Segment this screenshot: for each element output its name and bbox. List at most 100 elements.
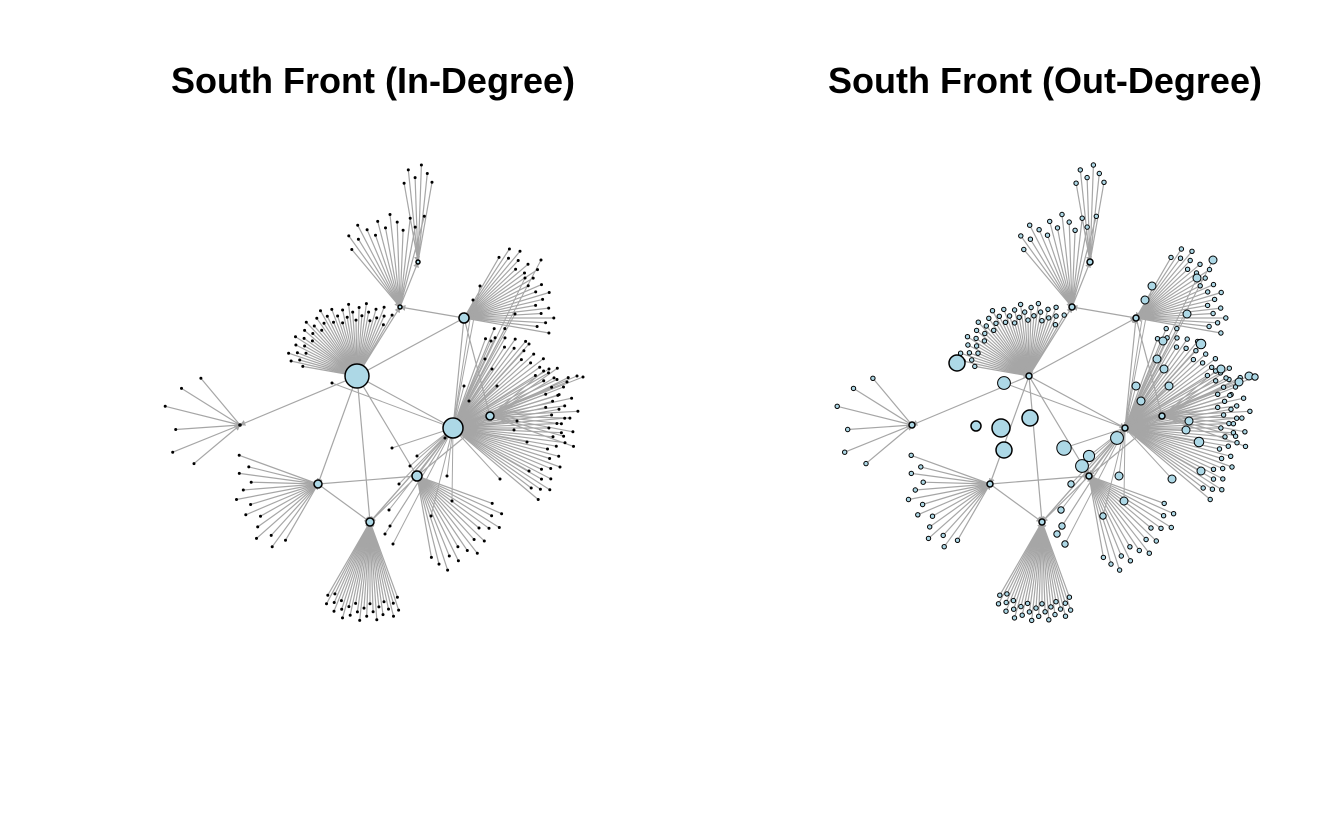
network-edge [1029,224,1073,308]
network-node [1099,512,1107,520]
network-leaf-node [1225,443,1232,449]
network-edge [181,387,241,426]
network-leaf-node [1174,335,1180,341]
network-edge [463,268,517,319]
network-leaf-node [365,228,369,232]
network-leaf-node [842,449,848,455]
network-leaf-node [1033,605,1039,611]
network-leaf-node [311,332,315,335]
in-degree-network-panel: South Front (In-Degree) [163,60,585,622]
network-edge [1135,284,1214,319]
network-leaf-node [354,601,358,605]
network-leaf-node [551,435,555,439]
network-edge [417,182,433,263]
network-edge [1124,299,1146,429]
network-edge [317,473,418,485]
network-leaf-node [919,501,926,508]
network-edge [366,229,401,308]
network-node [1067,480,1075,488]
network-edge [452,368,550,429]
network-edge [1161,397,1244,417]
network-node [1251,373,1259,381]
network-leaf-node [341,321,345,325]
network-edge [452,368,493,429]
network-leaf-node [1239,415,1245,421]
network-edge [1135,260,1191,319]
network-hub-node [415,259,421,265]
network-leaf-node [1220,384,1227,390]
network-leaf-node [419,163,423,167]
network-leaf-node [1220,476,1226,482]
network-leaf-node [1146,550,1153,556]
network-leaf-node [1011,606,1017,612]
network-edge [1071,216,1097,308]
network-leaf-node [1234,440,1240,446]
network-leaf-node [552,316,556,320]
network-leaf-node [446,568,450,572]
network-leaf-node [1093,213,1100,220]
network-node [1158,336,1168,346]
network-edge [1124,427,1211,500]
network-leaf-node [304,351,308,355]
network-edge [463,312,542,319]
network-leaf-node [559,431,563,435]
network-leaf-node [995,601,1002,607]
network-node [547,367,551,371]
network-leaf-node [456,545,460,549]
network-edge [1124,285,1153,429]
network-node [1234,377,1244,387]
network-leaf-node [1029,617,1035,624]
network-leaf-node [484,337,487,341]
network-edge [1124,347,1187,429]
network-leaf-node [319,309,322,313]
network-leaf-node [908,452,914,458]
network-node [1192,273,1202,283]
network-leaf-node [1226,365,1233,371]
network-edge [271,483,319,548]
network-leaf-node [1052,322,1059,328]
network-leaf-node [180,386,183,390]
network-leaf-node [1047,218,1053,225]
network-edge [414,177,419,263]
network-edge [1135,304,1208,319]
network-edge [452,427,561,468]
network-hub-node [442,417,464,439]
network-edge [416,475,468,551]
network-edge [452,427,532,489]
network-leaf-node [1042,609,1048,615]
network-leaf-node [1148,525,1154,531]
network-edge [1135,307,1221,319]
network-edge [452,362,531,429]
network-leaf-node [341,308,345,312]
network-leaf-node [1096,170,1103,177]
network-leaf-node [1052,611,1058,618]
network-leaf-node [367,310,371,314]
network-edge [1135,317,1164,417]
network-leaf-node [973,327,980,334]
network-edge [1088,475,1157,542]
network-leaf-node [1010,597,1017,604]
network-leaf-node [912,487,918,493]
network-edge [463,307,549,319]
network-leaf-node [507,247,511,251]
network-leaf-node [376,219,380,223]
network-edge [1124,375,1250,429]
network-leaf-node [235,498,238,501]
network-edge [452,427,551,491]
network-leaf-node [1036,613,1042,619]
network-leaf-node [347,234,351,238]
network-leaf-node [536,498,540,501]
network-leaf-node [533,374,537,377]
network-leaf-node [526,284,530,288]
network-edge [463,291,550,319]
network-edge [1089,164,1094,263]
network-hub-node [397,304,403,310]
network-node [1167,474,1177,484]
network-leaf-node [1031,313,1037,319]
network-hub-node [344,363,370,389]
network-leaf-node [1218,289,1224,296]
network-leaf-node [256,525,260,529]
network-leaf-node [1039,601,1045,607]
network-node [408,464,412,468]
network-leaf-node [1168,524,1175,531]
